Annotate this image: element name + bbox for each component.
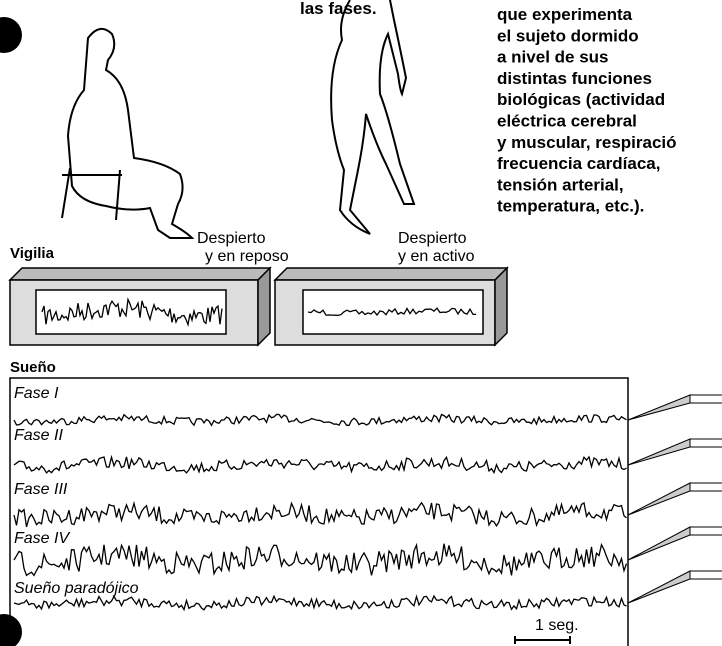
sitting-figure (62, 29, 192, 238)
connector-box (690, 571, 722, 579)
connector-box (690, 395, 722, 403)
state-label: Despierto (398, 230, 467, 247)
state-label: y en reposo (205, 248, 289, 265)
text-line: que experimenta (497, 5, 633, 24)
text-line: tensión arterial, (497, 175, 624, 194)
phase-label: Fase IV (14, 530, 70, 547)
eeg-trace (14, 414, 627, 425)
state-label: Despierto (197, 230, 266, 247)
section-label: Vigilia (10, 245, 55, 262)
connector-box (690, 527, 722, 535)
phase-label: Fase I (14, 385, 59, 402)
eeg-box (10, 268, 507, 345)
connector (628, 527, 690, 560)
text-line: el sujeto dormido (497, 26, 639, 45)
scale-bar (515, 636, 570, 644)
section-label: Sueño (10, 359, 56, 376)
bullet (0, 17, 22, 53)
phase-label: Fase III (14, 481, 68, 498)
illustration: las fases. Vigilia Despierto y en reposo… (0, 0, 722, 646)
bullet (0, 614, 22, 646)
eeg-trace (14, 503, 627, 527)
state-label: y en activo (398, 248, 475, 265)
connector (628, 571, 690, 603)
connector-box (690, 483, 722, 491)
eeg-trace (14, 544, 627, 576)
connector (628, 395, 690, 420)
walking-figure (331, 0, 414, 234)
text-line: distintas funciones (497, 69, 652, 88)
scale-label: 1 seg. (535, 617, 579, 634)
eeg-trace (14, 596, 627, 610)
text-line: temperatura, etc.). (497, 197, 644, 216)
connector (628, 483, 690, 515)
text-line: y muscular, respiració (497, 133, 677, 152)
page: las fases. Vigilia Despierto y en reposo… (0, 0, 722, 646)
text-line: a nivel de sus (497, 48, 609, 67)
text-line: frecuencia cardíaca, (497, 154, 660, 173)
text-line: biológicas (actividad (497, 90, 665, 109)
phase-label: Fase II (14, 427, 63, 444)
eeg-trace (14, 457, 627, 473)
caption: las fases. (300, 0, 377, 18)
connector-box (690, 439, 722, 447)
text-line: eléctrica cerebral (497, 112, 637, 131)
phase-label: Sueño paradójico (14, 580, 139, 597)
connector (628, 439, 690, 465)
